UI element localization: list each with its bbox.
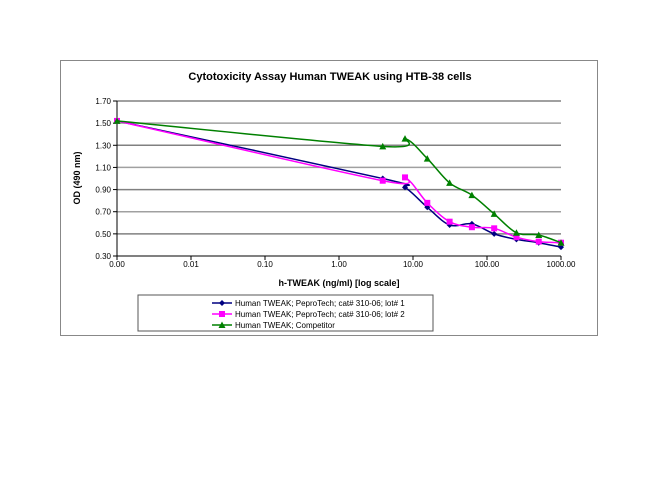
data-point-triangle bbox=[490, 210, 498, 217]
y-tick-label: 1.70 bbox=[95, 97, 111, 106]
data-point-triangle bbox=[379, 142, 387, 150]
x-tick-label: 0.01 bbox=[183, 260, 199, 269]
x-tick-label: 1000.00 bbox=[547, 260, 576, 269]
data-point-diamond bbox=[491, 230, 498, 237]
data-point-square bbox=[379, 177, 386, 184]
data-point-square bbox=[219, 311, 225, 317]
x-axis-label: h-TWEAK (ng/ml) [log scale] bbox=[279, 278, 400, 288]
chart-frame bbox=[60, 60, 598, 336]
y-axis-label: OD (490 nm) bbox=[72, 151, 82, 204]
data-point-square bbox=[468, 224, 475, 231]
data-point-diamond bbox=[219, 300, 225, 306]
legend bbox=[137, 294, 434, 332]
data-point-triangle bbox=[218, 321, 226, 328]
data-point-square bbox=[491, 225, 498, 232]
data-point-square bbox=[535, 238, 542, 245]
x-tick-label: 0.10 bbox=[257, 260, 273, 269]
y-tick-label: 1.30 bbox=[95, 141, 111, 150]
legend-label: Human TWEAK; PeproTech; cat# 310-06; lot… bbox=[235, 299, 405, 308]
data-point-square bbox=[513, 234, 520, 241]
legend-label: Human TWEAK; Competitor bbox=[235, 321, 335, 330]
data-point-square bbox=[446, 218, 453, 225]
x-tick-label: 1.00 bbox=[331, 260, 347, 269]
x-tick-label: 0.00 bbox=[109, 260, 125, 269]
y-tick-label: 0.90 bbox=[95, 186, 111, 195]
chart-title: Cytotoxicity Assay Human TWEAK using HTB… bbox=[188, 71, 471, 83]
series-line-2 bbox=[116, 120, 562, 244]
y-tick-label: 0.30 bbox=[95, 252, 111, 261]
data-point-triangle bbox=[535, 231, 543, 238]
data-point-diamond bbox=[402, 184, 409, 191]
series-line-3 bbox=[116, 120, 562, 244]
legend-label: Human TWEAK; PeproTech; cat# 310-06; lot… bbox=[235, 310, 405, 319]
y-tick-label: 1.50 bbox=[95, 119, 111, 128]
data-point-square bbox=[424, 199, 431, 206]
data-point-triangle bbox=[401, 135, 409, 142]
x-tick-label: 100.00 bbox=[475, 260, 500, 269]
x-tick-label: 10.00 bbox=[403, 260, 424, 269]
y-tick-label: 0.50 bbox=[95, 230, 111, 239]
data-point-triangle bbox=[512, 229, 520, 236]
y-tick-label: 0.70 bbox=[95, 208, 111, 217]
data-point-triangle bbox=[468, 191, 476, 199]
data-point-triangle bbox=[557, 239, 565, 246]
data-point-triangle bbox=[423, 155, 431, 162]
data-point-square bbox=[402, 174, 409, 181]
data-point-triangle bbox=[446, 179, 454, 186]
y-tick-label: 1.10 bbox=[95, 163, 111, 172]
data-point-triangle bbox=[113, 117, 121, 124]
